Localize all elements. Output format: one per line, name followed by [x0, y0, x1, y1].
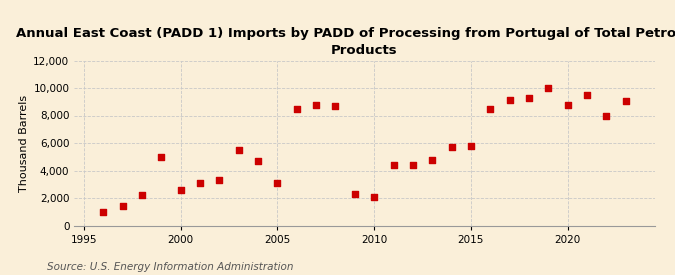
Point [427, 157, 437, 162]
Point [98, 210, 109, 214]
Point [194, 181, 205, 185]
Point [466, 144, 477, 148]
Title: Annual East Coast (PADD 1) Imports by PADD of Processing from Portugal of Total : Annual East Coast (PADD 1) Imports by PA… [16, 27, 675, 57]
Point [136, 193, 147, 197]
Point [388, 163, 399, 167]
Point [582, 93, 593, 97]
Point [59, 186, 70, 191]
Point [543, 86, 554, 90]
Point [350, 192, 360, 196]
Point [176, 188, 186, 192]
Point [369, 194, 379, 199]
Point [234, 148, 244, 152]
Y-axis label: Thousand Barrels: Thousand Barrels [19, 94, 29, 192]
Point [117, 204, 128, 208]
Point [408, 163, 418, 167]
Point [620, 99, 631, 103]
Point [504, 98, 515, 103]
Point [330, 104, 341, 108]
Point [310, 102, 321, 107]
Point [446, 145, 457, 149]
Point [292, 106, 302, 111]
Point [272, 181, 283, 185]
Point [562, 102, 573, 107]
Point [601, 114, 612, 118]
Point [214, 178, 225, 182]
Text: Source: U.S. Energy Information Administration: Source: U.S. Energy Information Administ… [47, 262, 294, 272]
Point [156, 155, 167, 159]
Point [524, 95, 535, 100]
Point [252, 159, 263, 163]
Point [485, 106, 495, 111]
